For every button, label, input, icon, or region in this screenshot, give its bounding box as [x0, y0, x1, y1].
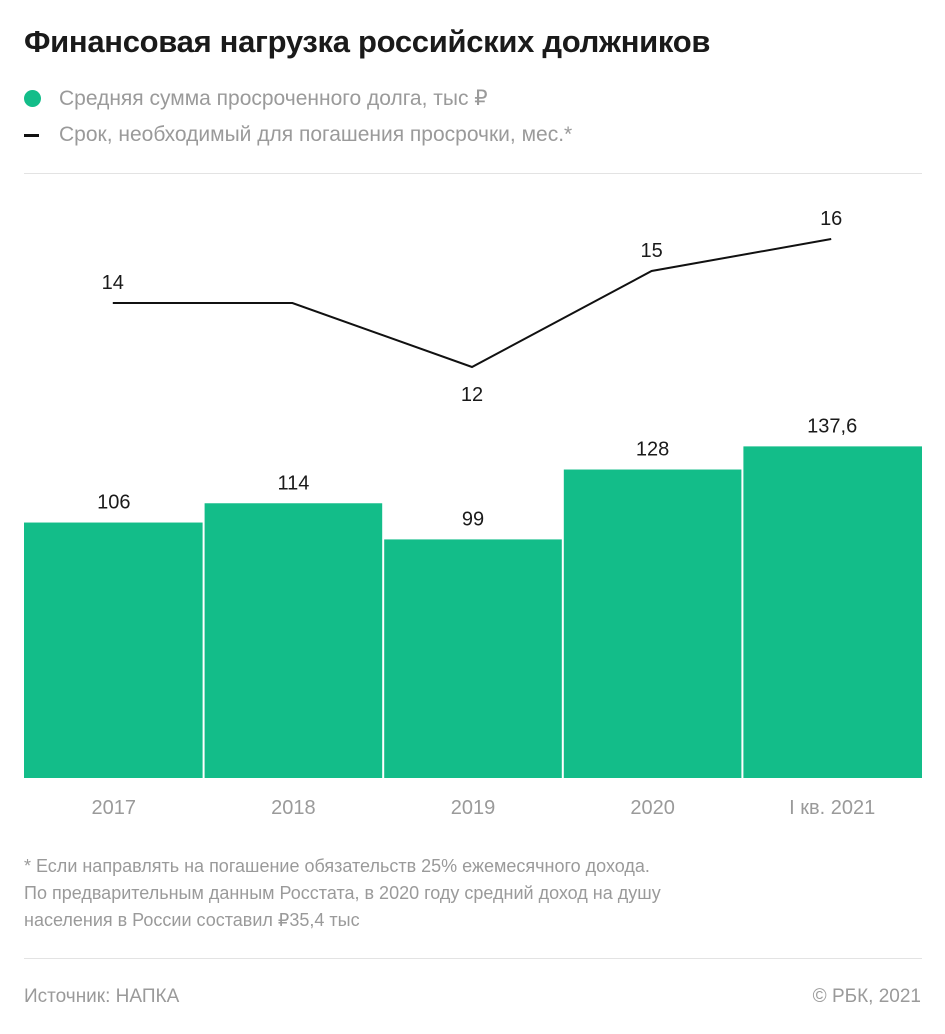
copyright: © РБК, 2021	[812, 986, 921, 1007]
bar	[384, 539, 562, 778]
footnote-line: * Если направлять на погашение обязатель…	[24, 856, 650, 876]
footnote: * Если направлять на погашение обязатель…	[24, 853, 904, 934]
x-tick-label: 2017	[92, 797, 137, 819]
bar-value-label: 114	[277, 472, 309, 494]
x-tick-label: 2020	[630, 797, 675, 819]
divider	[24, 173, 922, 174]
bar	[204, 503, 383, 778]
legend-item-term: Срок, необходимый для погашения просрочк…	[24, 123, 572, 147]
bar-value-label: 106	[97, 492, 130, 514]
line-series	[112, 238, 832, 369]
footnote-line: По предварительным данным Росстата, в 20…	[24, 883, 661, 903]
chart-title: Финансовая нагрузка российских должников	[24, 24, 711, 59]
divider	[24, 958, 922, 959]
line-value-label: 12	[461, 384, 483, 406]
legend-item-debt: Средняя сумма просроченного долга, тыс ₽	[24, 86, 488, 111]
line-marker-icon	[24, 133, 39, 137]
line-value-label: 16	[820, 208, 842, 230]
footnote-line: населения в России составил ₽35,4 тыс	[24, 910, 360, 930]
chart: 106 2017 114 2018 99 2019 128 2020 137,6 I кв. 20…	[24, 208, 922, 819]
bar-value-label: 137,6	[807, 415, 857, 437]
x-tick-label: 2019	[451, 797, 496, 819]
legend-label: Средняя сумма просроченного долга, тыс ₽	[59, 87, 488, 110]
bar	[24, 522, 203, 778]
bar	[563, 469, 742, 778]
bar-value-label: 99	[462, 508, 484, 530]
line-value-label: 14	[102, 272, 124, 294]
x-tick-label: I кв. 2021	[789, 797, 875, 819]
line-value-label: 15	[640, 240, 662, 262]
legend-label: Срок, необходимый для погашения просрочк…	[59, 123, 573, 146]
x-tick-label: 2018	[271, 797, 316, 819]
bar	[743, 446, 922, 778]
green-circle-icon	[24, 90, 41, 107]
bar-value-label: 128	[636, 439, 669, 461]
source: Источник: НАПКА	[24, 986, 180, 1007]
